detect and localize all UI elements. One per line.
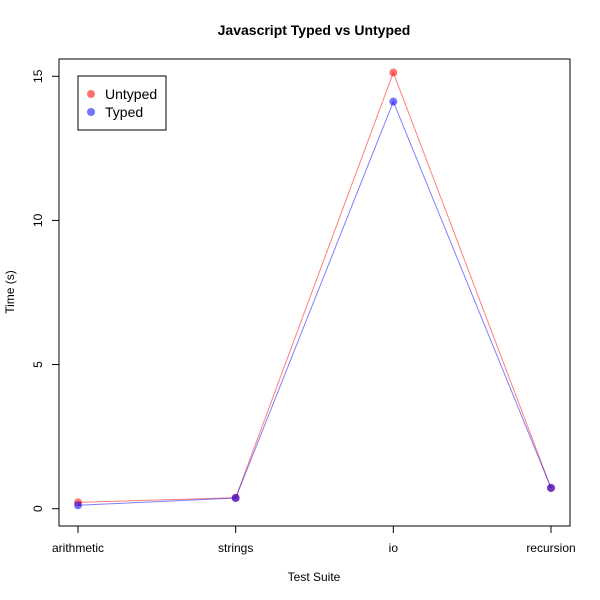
x-axis: arithmetic strings io recursion	[52, 526, 576, 555]
series-typed	[74, 97, 555, 510]
x-tick-label: io	[389, 541, 399, 555]
y-axis: 0 5 10 15	[31, 69, 59, 512]
chart-title: Javascript Typed vs Untyped	[218, 22, 411, 38]
data-point-typed	[74, 501, 82, 510]
y-tick-label: 15	[31, 69, 45, 83]
legend-label-typed: Typed	[105, 104, 143, 120]
x-tick-label: recursion	[526, 541, 575, 555]
x-tick-label: strings	[218, 541, 253, 555]
y-axis-label: Time (s)	[3, 270, 17, 314]
plot-area	[58, 58, 571, 527]
legend: Untyped Typed	[77, 75, 167, 131]
data-point-typed	[547, 483, 555, 492]
y-tick-label: 10	[31, 213, 45, 227]
y-tick-label: 5	[31, 361, 45, 368]
legend-label-untyped: Untyped	[105, 86, 157, 102]
data-point-typed	[231, 494, 240, 503]
legend-marker-untyped	[87, 90, 95, 98]
legend-box	[77, 75, 167, 131]
data-point-typed	[389, 97, 398, 106]
series-untyped	[74, 68, 555, 507]
data-point-untyped	[389, 68, 398, 77]
x-tick-label: arithmetic	[52, 541, 104, 555]
series-line-untyped	[77, 71, 552, 503]
x-axis-label: Test Suite	[288, 570, 341, 584]
series-line-typed	[77, 100, 552, 506]
legend-marker-typed	[87, 108, 95, 116]
series-layer	[74, 68, 555, 510]
y-tick-label: 0	[31, 505, 45, 512]
